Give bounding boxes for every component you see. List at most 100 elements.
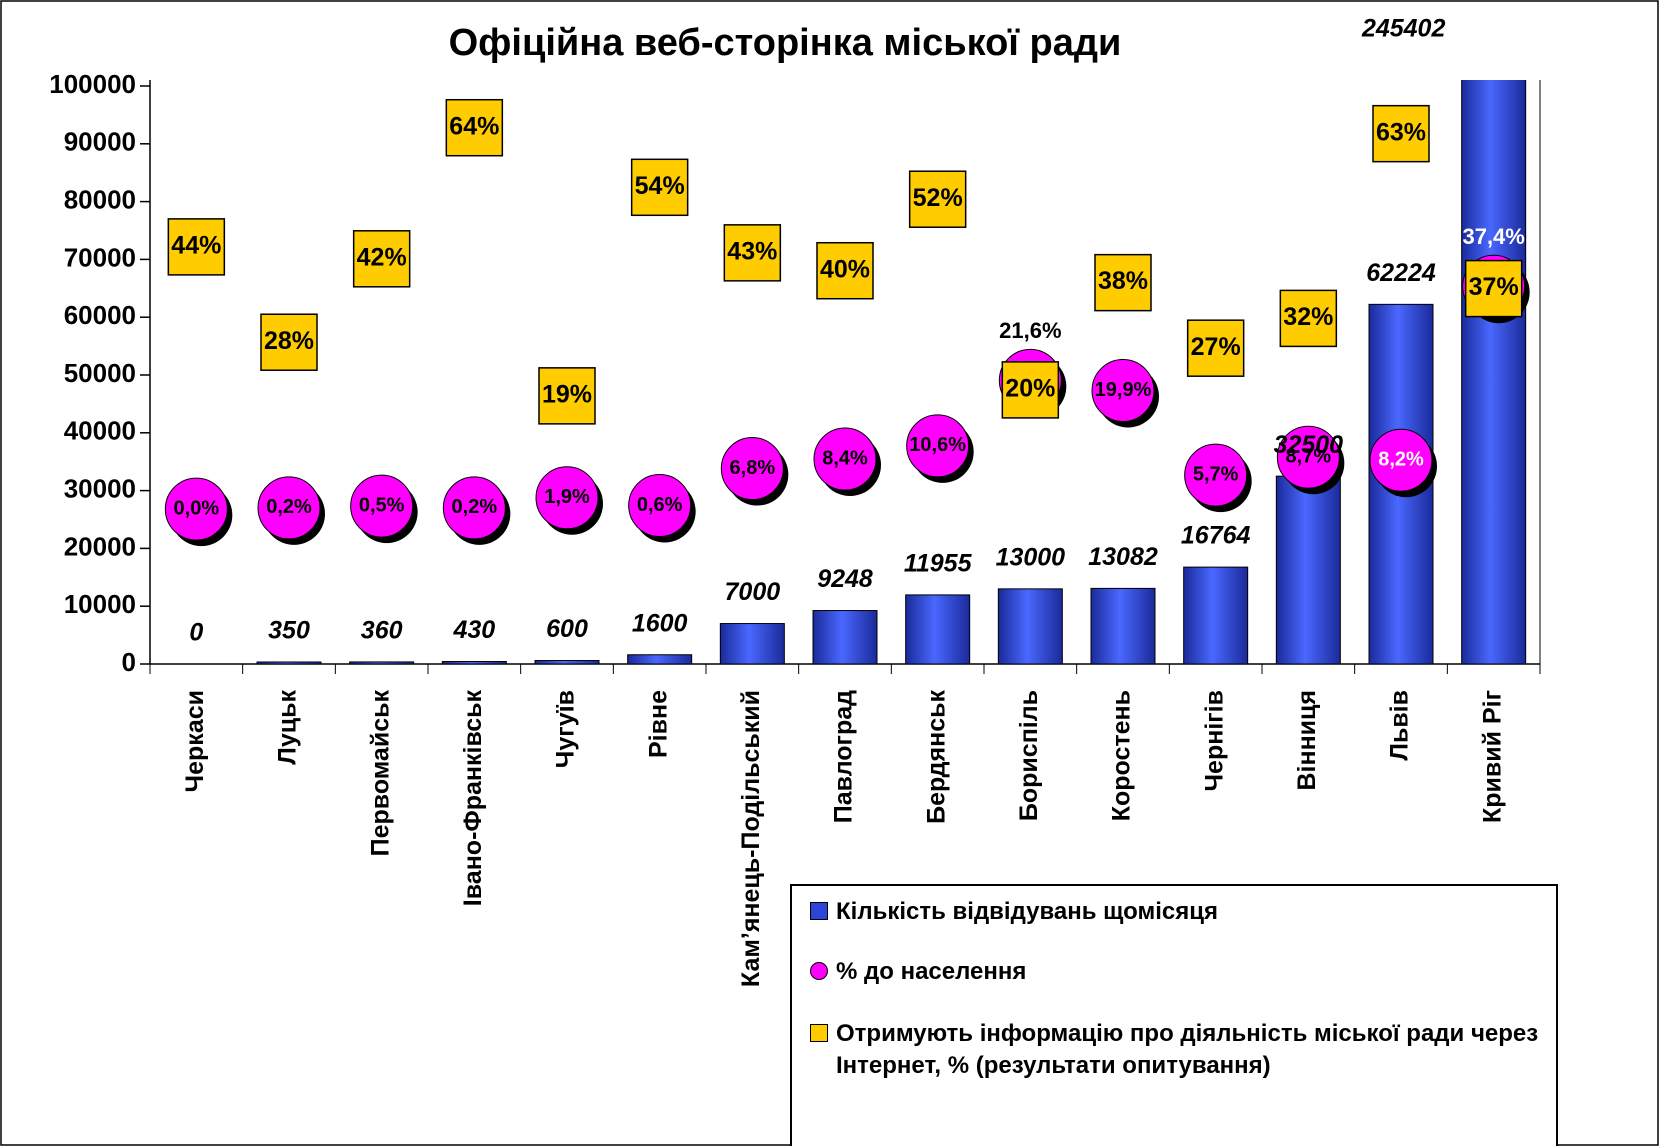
- circle-marker: [906, 414, 970, 478]
- y-tick-label: 80000: [64, 184, 136, 214]
- bar-value-label: 0: [189, 619, 203, 647]
- circle-value-label: 19,9%: [1095, 379, 1152, 401]
- circle-marker: [350, 474, 414, 538]
- bar: [349, 661, 415, 664]
- y-tick-label: 30000: [64, 473, 136, 503]
- bar: [627, 654, 693, 664]
- bar-value-label: 7000: [725, 578, 781, 606]
- circle-marker: [1184, 443, 1248, 507]
- square-marker: [1464, 259, 1523, 318]
- x-tick-label: Івано-Франківськ: [459, 690, 487, 907]
- bar: [812, 610, 878, 664]
- square-value-label: 38%: [1098, 267, 1148, 295]
- circle-value-label: 6,8%: [730, 457, 776, 479]
- y-tick-label: 100000: [49, 69, 136, 99]
- x-tick-label: Черкаси: [181, 690, 209, 792]
- x-tick-label: Павлоград: [830, 690, 858, 823]
- legend-swatch: [810, 902, 828, 920]
- square-value-label: 37%: [1469, 273, 1519, 301]
- bar-value-label: 32500: [1274, 431, 1344, 459]
- square-value-label: 43%: [727, 237, 777, 265]
- circle-marker: [442, 476, 506, 540]
- legend-swatch: [810, 962, 828, 980]
- square-marker: [908, 170, 967, 228]
- circle-marker: [720, 437, 784, 501]
- y-tick-label: 90000: [64, 127, 136, 157]
- x-tick-label: Кривий Ріг: [1478, 690, 1506, 823]
- circle-marker: [1369, 428, 1433, 492]
- circle-value-label: 0,5%: [359, 494, 405, 516]
- bar-value-label: 350: [268, 617, 310, 645]
- square-marker: [260, 313, 318, 371]
- x-tick-label: Львів: [1386, 690, 1414, 761]
- square-marker: [1094, 253, 1152, 312]
- bar: [441, 661, 507, 664]
- circle-marker: [1276, 425, 1340, 489]
- x-tick-label: Чугуїв: [552, 690, 580, 768]
- square-value-label: 64%: [449, 112, 499, 140]
- x-tick-label: Бориспіль: [1015, 690, 1043, 821]
- bar-value-label: 13000: [996, 543, 1066, 571]
- bar-value-label: 360: [361, 617, 403, 645]
- square-marker: [1001, 361, 1060, 419]
- square-marker: [352, 230, 411, 288]
- square-value-label: 28%: [264, 327, 314, 355]
- circle-marker: [164, 477, 228, 541]
- y-tick-label: 0: [122, 647, 136, 677]
- circle-value-label: 0,2%: [266, 496, 312, 518]
- bar: [1090, 587, 1156, 664]
- circle-value-label: 0,0%: [174, 497, 220, 519]
- bar-value-label: 245402: [1361, 15, 1446, 43]
- bar: [719, 623, 785, 664]
- bar: [997, 588, 1063, 664]
- square-marker: [630, 158, 689, 217]
- x-tick-label: Бердянськ: [922, 690, 950, 824]
- y-tick-label: 10000: [64, 589, 136, 619]
- legend: Кількість відвідувань щомісяця % до насе…: [790, 884, 1558, 1146]
- circle-value-label: 21,6%: [999, 318, 1061, 343]
- plot-area: [256, 80, 1527, 664]
- bar-value-label: 62224: [1366, 259, 1436, 287]
- circle-marker: [813, 427, 877, 491]
- circle-marker: [257, 476, 321, 540]
- x-tick-label: Чернігів: [1200, 690, 1228, 792]
- circle-value-label: 8,4%: [822, 447, 868, 469]
- circle-value-label: 0,2%: [452, 496, 498, 518]
- y-tick-label: 40000: [64, 416, 136, 446]
- square-value-label: 19%: [542, 380, 592, 408]
- bar: [534, 660, 600, 664]
- bar-value-label: 9248: [817, 565, 873, 593]
- circle-value-label: 10,6%: [909, 434, 966, 456]
- square-marker: [167, 218, 226, 276]
- square-value-label: 52%: [913, 184, 963, 212]
- x-tick-label: Луцьк: [274, 690, 302, 765]
- square-marker: [445, 98, 504, 157]
- legend-item: % до населення: [810, 956, 1546, 988]
- legend-label: Отримують інформацію про діяльність місь…: [836, 1020, 1539, 1079]
- square-value-label: 40%: [820, 255, 870, 283]
- circle-value-label: 0,6%: [637, 494, 683, 516]
- x-tick-label: Вінниця: [1293, 690, 1321, 791]
- circle-value-label: 5,7%: [1193, 463, 1239, 485]
- bar-value-label: 1600: [632, 609, 688, 637]
- legend-swatch: [810, 1024, 828, 1042]
- square-marker: [1279, 289, 1338, 348]
- square-value-label: 44%: [171, 231, 221, 259]
- data-labels: 0 350 360 430 600 1600 7000 9248 11955 13000 13082…: [171, 15, 1525, 647]
- bar: [1183, 566, 1249, 664]
- y-tick-label: 50000: [64, 358, 136, 388]
- circle-marker: [628, 473, 692, 537]
- bar-value-label: 11955: [904, 550, 973, 578]
- y-tick-label: 70000: [64, 242, 136, 272]
- y-tick-label: 20000: [64, 531, 136, 561]
- bar-value-label: 13082: [1088, 543, 1158, 571]
- square-value-label: 20%: [1005, 375, 1055, 403]
- bar-value-label: 16764: [1181, 522, 1251, 550]
- square-value-label: 54%: [635, 172, 685, 200]
- bar: [1461, 80, 1527, 664]
- square-value-label: 27%: [1191, 333, 1241, 361]
- x-tick-label: Кам’янець-Подільський: [737, 690, 765, 987]
- square-marker: [1372, 104, 1430, 163]
